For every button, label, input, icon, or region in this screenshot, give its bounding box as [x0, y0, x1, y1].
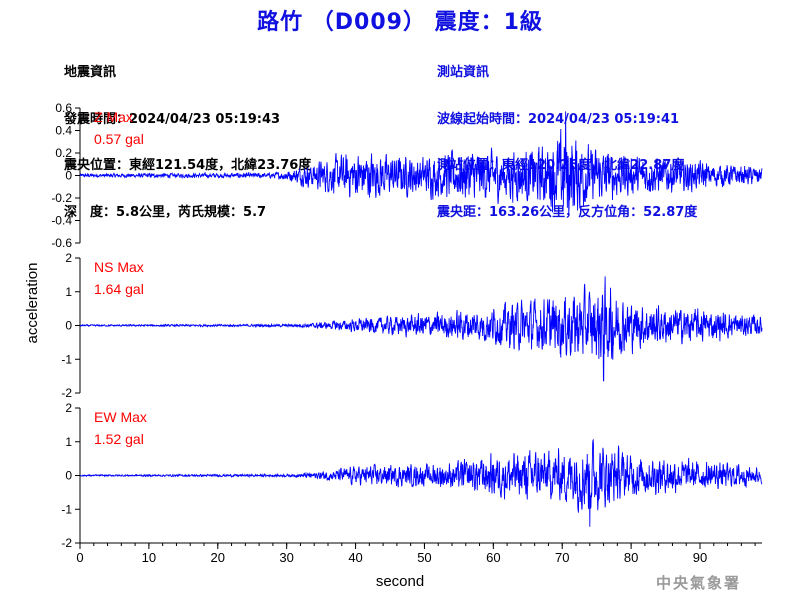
agency-watermark: 中央氣象署 — [656, 574, 742, 592]
station-info-heading: 測站資訊 — [437, 65, 490, 80]
page-title: 路竹 （D009） 震度：1級 — [257, 10, 543, 35]
x-tick-label: 0 — [76, 550, 83, 565]
depth-magnitude-text: 深 度：5.8公里，芮氏規模：5.7 — [64, 204, 267, 220]
quake-info-block: 地震資訊 發震時間：2024/04/23 05:19:43 震央位置：東經121… — [64, 34, 311, 236]
wave-start-text: 波線起始時間：2024/04/23 05:19:41 — [437, 111, 680, 127]
y-tick-label-z: 0 — [65, 169, 72, 183]
trace-ns — [79, 276, 763, 382]
x-tick-label: 70 — [555, 550, 569, 565]
y-tick-label-ew: 2 — [65, 401, 72, 415]
x-tick-label: 80 — [624, 550, 638, 565]
x-axis-label: second — [376, 573, 424, 590]
y-tick-label-ns: 2 — [65, 251, 72, 265]
y-tick-label-z: -0.6 — [51, 236, 72, 250]
max-value-z: 0.57 gal — [94, 131, 144, 147]
y-tick-label-ns: -1 — [61, 352, 72, 366]
x-tick-label: 50 — [417, 550, 431, 565]
y-tick-label-z: 0.6 — [55, 101, 72, 115]
y-tick-label-ew: 1 — [65, 435, 72, 449]
trace-ew — [79, 438, 763, 527]
x-tick-label: 60 — [486, 550, 500, 565]
max-label-z: Z Max — [94, 109, 133, 125]
max-value-ew: 1.52 gal — [94, 431, 144, 447]
x-tick-label: 90 — [693, 550, 707, 565]
x-tick-label: 40 — [348, 550, 362, 565]
y-tick-label-ns: 0 — [65, 319, 72, 333]
y-tick-label-ew: 0 — [65, 469, 72, 483]
max-label-ew: EW Max — [94, 409, 147, 425]
x-tick-label: 30 — [279, 550, 293, 565]
y-tick-label-z: -0.2 — [51, 191, 72, 205]
quake-info-heading: 地震資訊 — [64, 65, 117, 80]
y-tick-label-z: 0.2 — [55, 146, 72, 160]
max-value-ns: 1.64 gal — [94, 281, 144, 297]
epicenter-text: 震央位置：東經121.54度，北緯23.76度 — [64, 158, 312, 173]
x-tick-label: 10 — [142, 550, 156, 565]
y-tick-label-z: -0.4 — [51, 214, 72, 228]
trace-z — [79, 111, 763, 214]
distance-azimuth-text: 震央距：163.26公里，反方位角：52.87度 — [437, 204, 698, 220]
origin-time-text: 發震時間：2024/04/23 05:19:43 — [64, 111, 281, 127]
y-tick-label-z: 0.4 — [55, 124, 72, 138]
y-tick-label-ns: 1 — [65, 285, 72, 299]
y-tick-label-ew: -1 — [61, 502, 72, 516]
y-tick-label-ns: -2 — [61, 386, 72, 400]
max-label-ns: NS Max — [94, 259, 144, 275]
y-tick-label-ew: -2 — [61, 536, 72, 550]
y-axis-label: acceleration — [24, 263, 41, 344]
x-tick-label: 20 — [211, 550, 225, 565]
